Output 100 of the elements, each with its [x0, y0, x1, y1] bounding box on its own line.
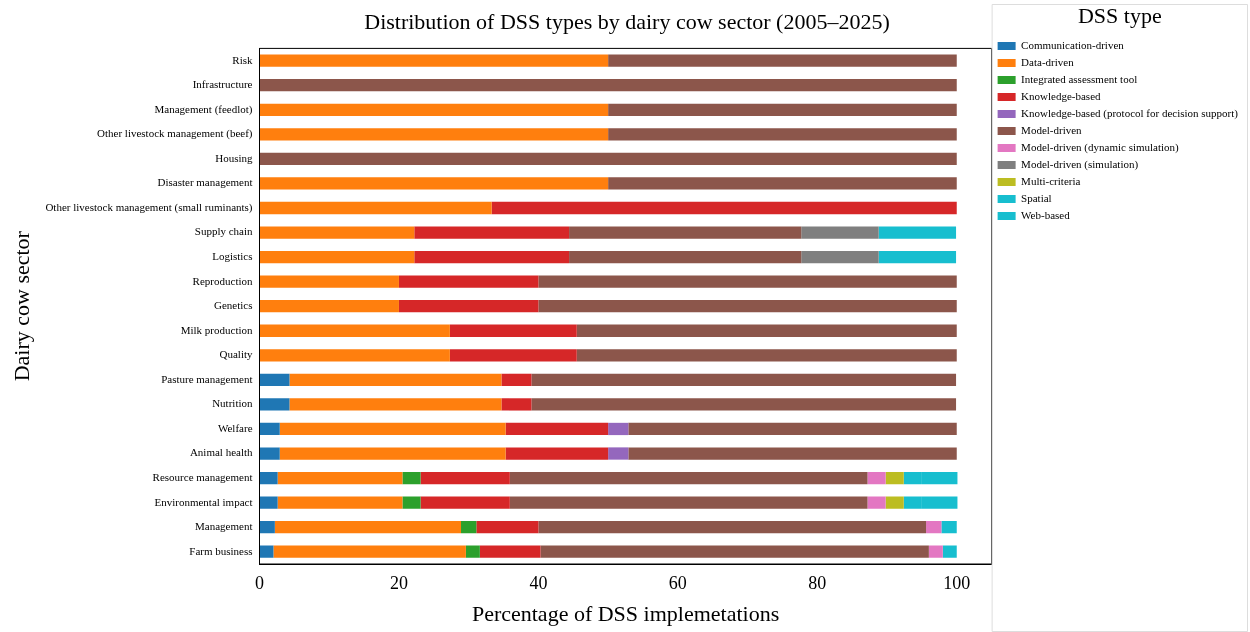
legend-title: DSS type — [1077, 2, 1162, 28]
bar — [501, 373, 532, 386]
bar — [259, 496, 278, 509]
bar — [531, 398, 957, 411]
bar — [398, 275, 539, 288]
bar — [259, 128, 609, 141]
y-tick-label: Management — [195, 520, 253, 533]
bar — [942, 545, 957, 558]
y-tick-label: Housing — [215, 151, 254, 164]
bar — [259, 398, 290, 411]
bar — [569, 250, 802, 264]
bar — [801, 226, 879, 239]
y-tick-label: Nutrition — [212, 397, 253, 410]
legend-label: Integrated assessment tool — [1021, 72, 1138, 85]
bar — [259, 275, 399, 288]
bar — [259, 471, 278, 485]
bar — [608, 447, 629, 460]
bar — [259, 300, 399, 313]
bar — [259, 226, 415, 239]
y-tick-label: Milk production — [180, 323, 253, 336]
bar — [402, 496, 421, 509]
bar — [259, 152, 957, 166]
y-tick-label: Other livestock management (beef) — [97, 127, 253, 141]
bar — [277, 471, 403, 485]
bar — [501, 398, 532, 411]
bar — [414, 226, 570, 239]
y-axis-title: Dairy cow sector — [8, 230, 34, 382]
bar — [885, 471, 904, 485]
x-tick-label: 60 — [668, 572, 687, 593]
x-tick-label: 80 — [808, 572, 827, 593]
bar — [608, 422, 629, 436]
legend-label: Communication-driven — [1021, 38, 1125, 51]
legend-label: Multi-criteria — [1021, 174, 1081, 187]
bar — [505, 447, 609, 460]
bar — [479, 545, 541, 558]
y-tick-label: Environmental impact — [154, 495, 253, 508]
bar — [259, 79, 957, 92]
bar — [259, 177, 609, 190]
y-tick-label: Pasture management — [161, 372, 253, 385]
y-tick-label: Supply chain — [194, 225, 253, 238]
bar — [449, 349, 577, 362]
x-tick-label: 20 — [389, 572, 408, 593]
bar — [476, 521, 539, 534]
chart-title: Distribution of DSS types by dairy cow sector (2005–2025) — [364, 8, 890, 34]
legend-label: Knowledge-based (protocol for decision support) — [1021, 106, 1239, 120]
bar — [279, 447, 506, 460]
bar — [540, 545, 929, 558]
bar — [576, 349, 957, 362]
y-tick-label: Disaster management — [157, 176, 253, 189]
bar — [289, 373, 502, 386]
y-tick-label: Other livestock management (small ruminants) — [45, 200, 253, 214]
bar — [259, 201, 492, 215]
bar — [259, 349, 450, 362]
bar — [628, 447, 957, 460]
legend-label: Data-driven — [1021, 55, 1075, 68]
x-axis-title: Percentage of DSS implemetations — [471, 600, 780, 626]
bar — [569, 226, 802, 239]
bar — [279, 422, 506, 436]
bar — [608, 177, 957, 190]
bar — [465, 545, 480, 558]
bar — [259, 324, 450, 337]
bar — [414, 250, 570, 264]
bar — [259, 250, 415, 264]
legend-label: Model-driven (simulation) — [1021, 157, 1139, 171]
y-tick-label: Logistics — [212, 249, 253, 262]
bar — [509, 471, 868, 485]
bar — [259, 422, 280, 436]
bar — [259, 521, 275, 534]
bar — [461, 521, 477, 534]
bar — [505, 422, 609, 436]
bar — [398, 300, 539, 313]
bar — [608, 103, 957, 116]
bar — [531, 373, 957, 386]
bar — [628, 422, 957, 436]
bar — [878, 226, 957, 239]
bar — [420, 471, 510, 485]
legend-label: Web-based — [1021, 208, 1071, 221]
bar — [801, 250, 879, 264]
bar — [538, 300, 957, 313]
legend-label: Spatial — [1021, 191, 1052, 204]
bar — [878, 250, 957, 264]
bar — [259, 54, 609, 67]
bar — [885, 496, 904, 509]
bar — [941, 521, 957, 534]
y-tick-label: Risk — [232, 53, 253, 66]
y-tick-label: Management (feedlot) — [154, 102, 253, 116]
y-tick-label: Reproduction — [192, 274, 253, 287]
x-tick-label: 100 — [943, 572, 971, 593]
bar — [274, 521, 462, 534]
y-tick-label: Genetics — [214, 299, 253, 312]
y-tick-label: Animal health — [189, 446, 254, 459]
legend-label: Model-driven — [1021, 123, 1083, 136]
bar — [259, 545, 274, 558]
bar — [926, 521, 942, 534]
y-tick-label: Welfare — [217, 421, 253, 434]
y-tick-label: Infrastructure — [192, 78, 253, 91]
bar — [289, 398, 502, 411]
legend-label: Model-driven (dynamic simulation) — [1021, 140, 1180, 154]
bar — [259, 447, 280, 460]
bar — [259, 373, 290, 386]
